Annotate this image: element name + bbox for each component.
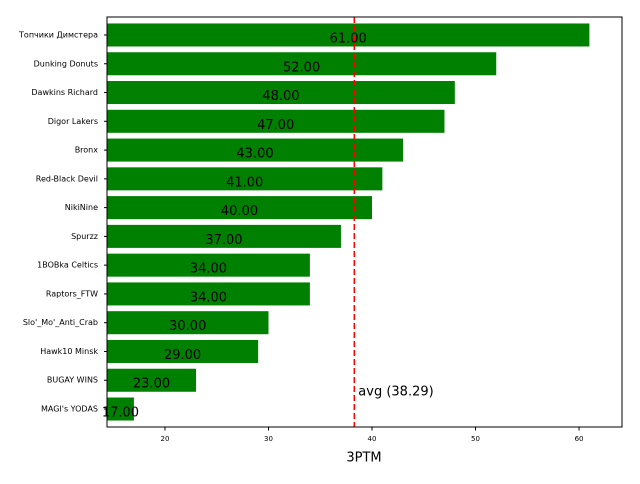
y-tick-label: Bronx: [75, 146, 99, 155]
bar: [107, 397, 134, 421]
value-label: 29.00: [164, 348, 201, 363]
bar: [107, 52, 497, 76]
y-tick-label: Spurzz: [71, 232, 98, 241]
value-label: 48.00: [262, 89, 299, 104]
value-label: 43.00: [236, 147, 273, 162]
x-tick-label: 60: [575, 435, 584, 443]
value-label: 30.00: [169, 319, 206, 334]
x-tick-label: 30: [264, 435, 273, 443]
y-tick-label: Raptors_FTW: [46, 289, 98, 298]
value-label: 52.00: [283, 60, 320, 75]
value-label: 40.00: [221, 204, 258, 219]
bar: [107, 81, 455, 105]
value-label: 23.00: [133, 377, 170, 392]
value-label: 34.00: [190, 290, 227, 305]
bar: [107, 138, 404, 162]
bar: [107, 224, 341, 248]
y-tick-label: NikiNine: [65, 203, 98, 212]
x-tick-label: 40: [368, 435, 377, 443]
y-tick-label: BUGAY WINS: [47, 376, 98, 385]
plot-frame: [106, 16, 623, 428]
y-tick-label: Dawkins Richard: [31, 88, 98, 97]
bar: [107, 253, 310, 277]
y-tick-label: Red-Black Devil: [36, 174, 98, 183]
bar: [107, 23, 590, 47]
value-label: 47.00: [257, 118, 294, 133]
bar: [107, 109, 445, 133]
y-tick-label: 1BOBka Celtics: [37, 261, 98, 270]
x-axis-label: 3PTM: [346, 451, 381, 466]
value-label: 34.00: [190, 262, 227, 277]
y-tick-label: Digor Lakers: [48, 117, 98, 126]
y-tick-label: Dunking Donuts: [34, 59, 98, 68]
y-tick-label: Топчики Димстера: [18, 30, 98, 39]
value-label: 17.00: [102, 406, 139, 421]
bar: [107, 339, 259, 363]
bar: [107, 368, 197, 392]
value-label: 41.00: [226, 175, 263, 190]
y-tick-label: MAGI's YODAS: [41, 405, 98, 414]
bar: [107, 311, 269, 335]
bar: [107, 282, 310, 306]
x-tick-label: 20: [161, 435, 170, 443]
bar: [107, 196, 373, 220]
value-label: 37.00: [205, 233, 242, 248]
y-tick-label: Slo'_Mo'_Anti_Crab: [23, 318, 98, 327]
value-label: 61.00: [330, 31, 367, 46]
avg-label: avg (38.29): [358, 385, 433, 400]
x-tick-label: 50: [471, 435, 480, 443]
y-tick-label: Hawk10 Minsk: [40, 347, 98, 356]
bar: [107, 167, 383, 191]
